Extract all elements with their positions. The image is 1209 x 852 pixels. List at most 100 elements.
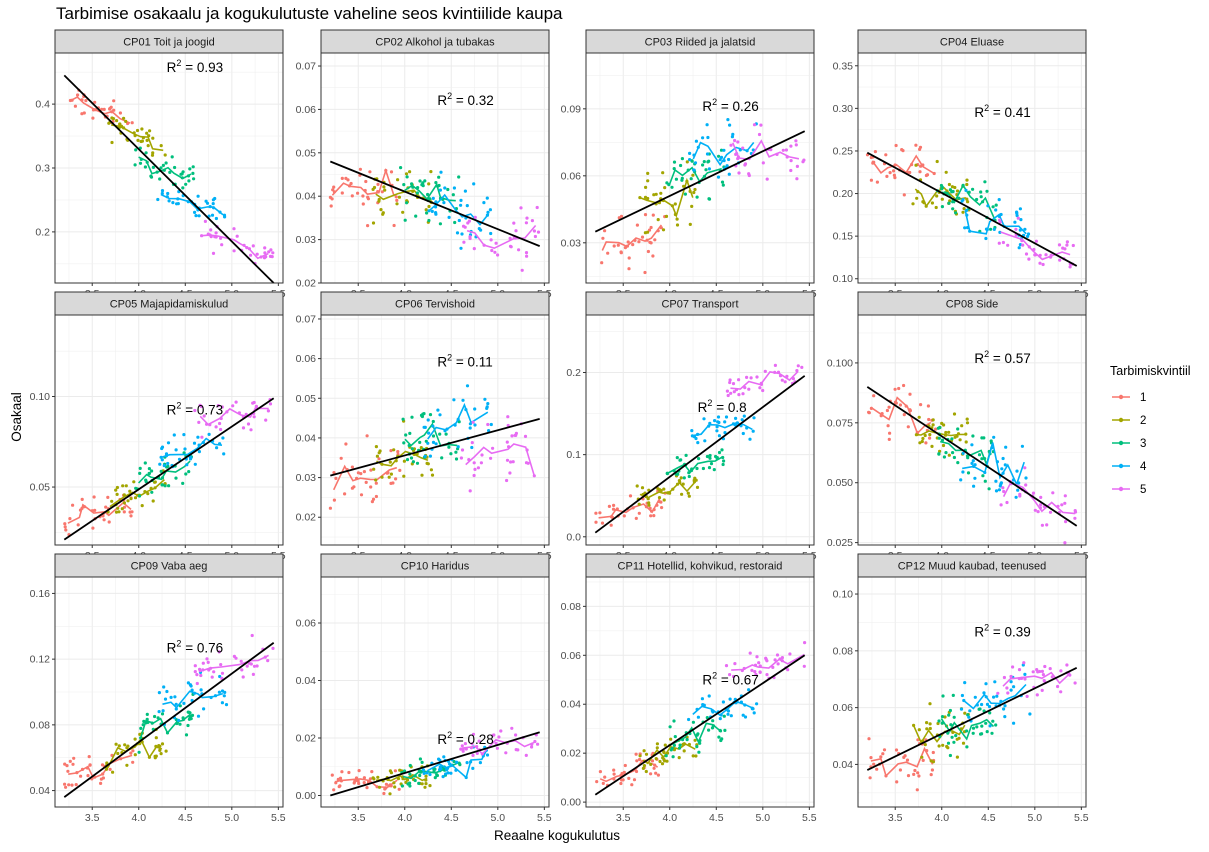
data-point bbox=[930, 201, 935, 205]
data-point bbox=[1036, 510, 1040, 514]
data-point bbox=[374, 445, 378, 449]
data-point bbox=[93, 100, 97, 104]
data-point bbox=[983, 479, 987, 483]
data-point bbox=[960, 693, 965, 698]
data-point bbox=[994, 479, 998, 483]
data-point bbox=[652, 514, 656, 518]
data-point bbox=[143, 165, 147, 169]
data-point bbox=[660, 762, 665, 766]
data-point bbox=[734, 416, 738, 420]
legend-item: 2 bbox=[1112, 415, 1146, 427]
data-point bbox=[646, 249, 651, 254]
data-point bbox=[112, 99, 116, 103]
data-point bbox=[885, 408, 890, 413]
data-point bbox=[246, 422, 251, 426]
y-tick-label: 0.06 bbox=[561, 170, 582, 182]
data-point bbox=[480, 453, 484, 457]
smooth-line bbox=[964, 210, 1027, 235]
data-point bbox=[362, 781, 366, 785]
data-point bbox=[723, 420, 727, 424]
data-point bbox=[743, 715, 748, 719]
data-point bbox=[1012, 721, 1016, 725]
data-point bbox=[956, 427, 960, 431]
data-point bbox=[1016, 216, 1020, 220]
data-point bbox=[647, 501, 651, 505]
data-point bbox=[532, 229, 537, 233]
data-point bbox=[999, 503, 1003, 507]
data-point bbox=[692, 168, 696, 172]
data-point bbox=[182, 433, 186, 437]
data-point bbox=[1001, 486, 1005, 490]
data-point bbox=[159, 752, 163, 756]
data-point bbox=[408, 784, 412, 788]
data-point bbox=[682, 476, 686, 480]
data-point bbox=[869, 178, 874, 182]
data-point bbox=[409, 456, 414, 460]
data-point bbox=[600, 521, 605, 525]
x-tick-label: 5.5 bbox=[1074, 812, 1089, 824]
data-point bbox=[138, 732, 142, 737]
data-point bbox=[773, 363, 778, 367]
data-point bbox=[401, 417, 405, 421]
data-point bbox=[338, 784, 342, 788]
data-point bbox=[513, 433, 517, 437]
data-point bbox=[906, 774, 911, 778]
data-point bbox=[644, 769, 648, 774]
data-point bbox=[706, 160, 710, 164]
data-point bbox=[701, 163, 705, 167]
data-point bbox=[349, 181, 353, 186]
data-point bbox=[1006, 243, 1010, 247]
data-point bbox=[343, 492, 347, 496]
data-point bbox=[442, 201, 446, 205]
data-point bbox=[71, 503, 75, 507]
data-point bbox=[675, 223, 680, 227]
data-point bbox=[241, 675, 245, 679]
data-point bbox=[455, 760, 459, 764]
data-point bbox=[748, 437, 752, 441]
data-point bbox=[951, 207, 955, 211]
y-tick-label: 0.05 bbox=[296, 393, 317, 405]
x-tick-label: 5.5 bbox=[271, 812, 286, 824]
data-point bbox=[396, 450, 400, 454]
data-point bbox=[329, 204, 333, 208]
data-point bbox=[965, 178, 969, 182]
data-point bbox=[102, 107, 106, 111]
data-point bbox=[757, 132, 762, 137]
smooth-line bbox=[138, 460, 191, 484]
x-tick-label: 5.5 bbox=[537, 812, 552, 824]
data-point bbox=[91, 526, 95, 530]
y-tick-label: 0.06 bbox=[296, 353, 317, 365]
data-point bbox=[990, 731, 994, 735]
data-point bbox=[662, 498, 666, 502]
data-point bbox=[1044, 253, 1048, 257]
x-tick-label: 4.5 bbox=[709, 812, 724, 824]
data-point bbox=[649, 514, 653, 518]
data-point bbox=[133, 163, 137, 167]
data-point bbox=[663, 743, 667, 747]
data-point bbox=[66, 769, 70, 773]
data-point bbox=[672, 719, 676, 723]
data-point bbox=[676, 472, 680, 476]
data-point bbox=[970, 443, 974, 447]
data-point bbox=[63, 762, 67, 766]
x-tick-label: 5.0 bbox=[756, 812, 771, 824]
data-point bbox=[420, 782, 424, 786]
data-point bbox=[753, 670, 757, 674]
data-point bbox=[696, 732, 700, 736]
data-point bbox=[470, 441, 474, 445]
data-point bbox=[649, 762, 653, 767]
data-point bbox=[215, 446, 219, 450]
x-tick-label: 5.0 bbox=[225, 812, 240, 824]
data-point bbox=[982, 691, 986, 695]
data-point bbox=[219, 663, 223, 667]
data-point bbox=[1016, 488, 1020, 492]
data-point bbox=[696, 441, 700, 445]
data-point bbox=[270, 255, 274, 259]
data-point bbox=[408, 431, 412, 435]
data-point bbox=[402, 441, 406, 445]
data-point bbox=[621, 778, 625, 782]
data-point bbox=[384, 782, 388, 786]
data-point bbox=[239, 659, 243, 663]
data-point bbox=[222, 452, 226, 456]
